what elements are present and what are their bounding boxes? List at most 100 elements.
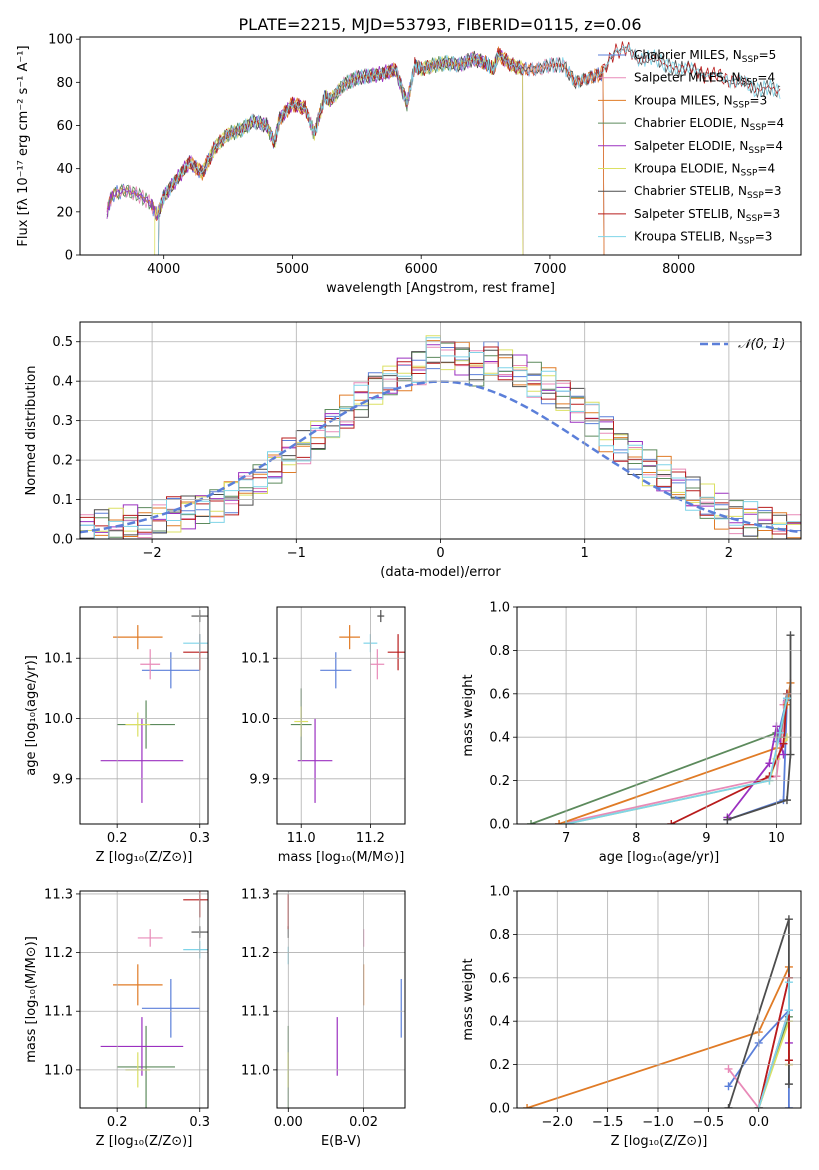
y-tick-label: 0.1 [52, 493, 73, 508]
x-axis-label: mass [log₁₀(M/M⊙)] [278, 850, 405, 865]
plot-area [100, 891, 208, 1108]
y-tick-label: 10.1 [241, 652, 270, 667]
weight-marker [784, 978, 793, 987]
weight-marker [775, 728, 784, 737]
y-tick-label: 0.3 [52, 414, 73, 429]
legend-label: Salpeter STELIB, N [634, 207, 746, 221]
y-tick-label: 11.3 [44, 887, 73, 902]
y-tick-label: 9.9 [249, 772, 270, 787]
plot-frame [79, 606, 209, 825]
y-axis-label: mass weight [461, 674, 476, 756]
weight-line [558, 682, 792, 824]
y-tick-label: 0.0 [489, 1102, 510, 1117]
legend-sub: SSP [750, 123, 767, 133]
y-tick-label: 11.2 [44, 946, 73, 961]
legend-label: Kroupa ELODIE, N [634, 162, 741, 176]
legend-suffix: =4 [757, 162, 775, 176]
x-tick-label: 10 [768, 831, 785, 846]
x-tick-label: 9 [702, 831, 710, 846]
weight-marker [724, 1104, 733, 1108]
y-tick-label: 11.1 [44, 1005, 73, 1020]
weight-marker [784, 1080, 793, 1089]
x-tick-label: −0.5 [693, 1115, 725, 1130]
spectrum-line [106, 50, 524, 255]
y-tick-label: 0.6 [489, 971, 510, 986]
legend-entry: Kroupa MILES, NSSP=3 [634, 93, 767, 110]
x-tick-label: 1 [581, 546, 589, 561]
chart-age-vs-mass: 11.0 11.2 9.9 10.0 10.1 mass [log₁₀(M/M⊙)] [241, 606, 406, 865]
y-tick-label: 0.0 [489, 818, 510, 833]
y-tick-label: 11.1 [241, 1005, 270, 1020]
plot-frame [516, 606, 802, 825]
y-tick-label: 20 [56, 205, 73, 220]
x-tick-label: −1 [287, 546, 306, 561]
weight-marker [784, 1056, 793, 1065]
x-axis-label: (data-model)/error [380, 565, 501, 580]
legend-suffix: =4 [757, 71, 775, 85]
legend-label: Kroupa MILES, N [634, 93, 733, 107]
chart-weight-vs-Z: −2.0 −1.5 −1.0 −0.5 0.0 0.0 0.2 0.4 0.6 0.8 1.0 Z [… [461, 885, 802, 1149]
weight-marker [786, 750, 795, 759]
chart-mass-vs-ebv: 0.00 0.02 11.0 11.1 11.2 11.3 E(B-V) [241, 887, 406, 1149]
y-axis-label: Normed distribution [24, 366, 39, 496]
legend-entry: Salpeter MILES, NSSP=4 [634, 71, 775, 88]
x-tick-label: 11.0 [287, 831, 316, 846]
legend-label: Kroupa STELIB, N [634, 230, 738, 244]
y-axis-label: mass [log₁₀(M/M⊙)] [24, 936, 39, 1063]
x-tick-label: 8 [632, 831, 640, 846]
legend-suffix: =3 [763, 207, 781, 221]
legend-sub: SSP [747, 191, 764, 201]
weight-marker [765, 759, 774, 768]
weight-line [558, 693, 788, 824]
weight-line [726, 726, 785, 819]
legend-entry: Chabrier ELODIE, NSSP=4 [634, 116, 784, 133]
legend-suffix: =3 [755, 230, 773, 244]
plot-area [100, 610, 208, 803]
x-axis-label: age [log₁₀(age/yr)] [599, 850, 720, 865]
y-tick-label: 10.0 [241, 712, 270, 727]
weight-marker [555, 820, 564, 824]
y-tick-label: 1.0 [489, 885, 510, 900]
plot-frame [79, 890, 209, 1109]
legend-sub: SSP [738, 237, 755, 247]
legend-label: Chabrier MILES, N [634, 48, 742, 62]
weight-marker [723, 815, 732, 824]
legend-label: Salpeter MILES, N [634, 71, 741, 85]
weight-marker [784, 915, 793, 924]
x-tick-label: 4000 [147, 262, 180, 277]
weight-marker [784, 1104, 793, 1108]
y-axis-label: age [log₁₀(age/yr)] [24, 655, 39, 776]
y-tick-label: 10.1 [44, 652, 73, 667]
y-tick-label: 0.2 [489, 774, 510, 789]
y-tick-label: 0.4 [52, 375, 73, 390]
legend-sub: SSP [733, 100, 750, 110]
x-tick-label: −1.0 [642, 1115, 674, 1130]
weight-marker [782, 796, 791, 805]
legend-entry: 𝒩(0, 1) [738, 337, 785, 352]
legend-suffix: =3 [750, 93, 768, 107]
y-tick-label: 0.4 [489, 1015, 510, 1030]
chart-mass-vs-Z: 0.2 0.3 11.0 11.1 11.2 11.3 Z [log₁₀(Z/Z⊙)] mas… [24, 887, 210, 1149]
y-tick-label: 80 [56, 76, 73, 91]
y-tick-label: 11.3 [241, 887, 270, 902]
plot-frame [276, 606, 406, 825]
x-tick-label: 0 [436, 546, 444, 561]
x-axis-label: E(B-V) [321, 1134, 361, 1149]
x-tick-label: −1.5 [592, 1115, 624, 1130]
y-tick-label: 0.8 [489, 644, 510, 659]
legend-sub: SSP [748, 146, 765, 156]
figure-title: PLATE=2215, MJD=53793, FIBERID=0115, z=0… [238, 15, 641, 34]
y-tick-label: 0.2 [52, 454, 73, 469]
y-tick-label: 60 [56, 119, 73, 134]
x-tick-label: 0.2 [107, 1115, 128, 1130]
y-tick-label: 0.8 [489, 928, 510, 943]
spectrum-line [158, 41, 781, 255]
weight-marker [779, 750, 788, 759]
y-tick-label: 0.4 [489, 731, 510, 746]
y-tick-label: 10.0 [44, 712, 73, 727]
weight-marker [779, 739, 788, 748]
legend-entry: Kroupa ELODIE, NSSP=4 [634, 162, 775, 179]
x-axis-label: wavelength [Angstrom, rest frame] [326, 281, 555, 296]
x-tick-label: 0.02 [349, 1115, 378, 1130]
